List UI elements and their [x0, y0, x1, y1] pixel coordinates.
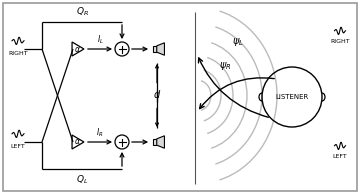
Text: $I_R$: $I_R$: [96, 126, 104, 139]
Text: d: d: [154, 90, 160, 100]
Text: $\psi_L$: $\psi_L$: [232, 36, 244, 48]
Text: LEFT: LEFT: [11, 144, 25, 149]
Text: $I_L$: $I_L$: [96, 34, 103, 46]
Text: LISTENER: LISTENER: [275, 94, 309, 100]
Bar: [153, 139, 157, 145]
Bar: [153, 46, 157, 52]
Text: $Q_R$: $Q_R$: [76, 5, 89, 18]
Text: RIGHT: RIGHT: [8, 51, 28, 56]
Text: RIGHT: RIGHT: [330, 39, 350, 44]
Text: LEFT: LEFT: [333, 154, 347, 159]
Polygon shape: [157, 43, 165, 55]
Polygon shape: [157, 136, 165, 148]
Text: $\psi_R$: $\psi_R$: [219, 60, 231, 72]
Text: $\alpha$: $\alpha$: [73, 138, 81, 146]
Text: $\alpha$: $\alpha$: [73, 44, 81, 54]
Text: $Q_L$: $Q_L$: [76, 173, 88, 185]
